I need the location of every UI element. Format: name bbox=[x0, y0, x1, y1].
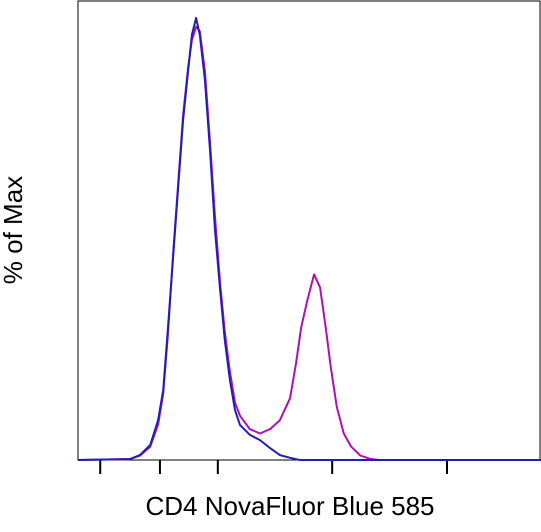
histogram-line bbox=[77, 25, 541, 461]
y-axis-label: % of Max bbox=[0, 176, 28, 284]
x-axis-label: CD4 NovaFluor Blue 585 bbox=[145, 491, 434, 521]
plot-frame bbox=[77, 0, 541, 461]
histogram-line bbox=[77, 17, 541, 461]
